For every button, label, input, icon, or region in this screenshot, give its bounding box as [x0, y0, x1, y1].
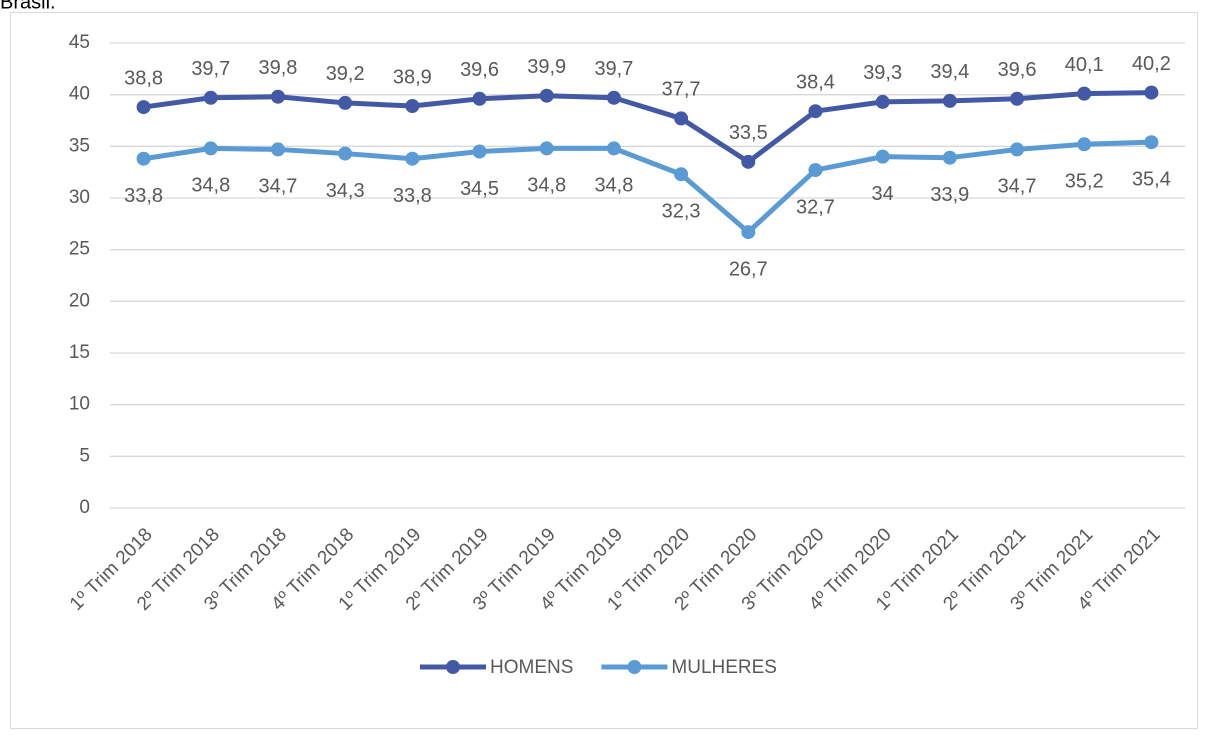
- point: [270, 89, 285, 104]
- data-label: 33,5: [729, 122, 768, 144]
- point: [808, 104, 823, 119]
- data-label: 39,6: [460, 59, 499, 81]
- point: [539, 88, 554, 103]
- point: [338, 146, 353, 161]
- data-label: 38,8: [124, 67, 163, 89]
- data-label: 26,7: [729, 258, 768, 280]
- data-label: 39,2: [326, 63, 365, 85]
- point: [942, 93, 957, 108]
- data-label: 39,7: [191, 58, 230, 80]
- point: [606, 90, 621, 105]
- data-label: 34,3: [326, 180, 365, 202]
- point: [1144, 135, 1159, 150]
- point: [875, 149, 890, 164]
- data-label: 35,2: [1065, 171, 1104, 193]
- point: [1144, 85, 1159, 100]
- point: [741, 225, 756, 240]
- point: [942, 150, 957, 165]
- y-tick-label: 15: [69, 342, 90, 363]
- point: [405, 99, 420, 114]
- point: [338, 95, 353, 110]
- point: [1077, 137, 1092, 152]
- point: [405, 151, 420, 166]
- data-label: 38,4: [796, 71, 835, 93]
- caption: Brasil.: [0, 0, 56, 13]
- data-label: 39,9: [527, 56, 566, 78]
- y-tick-label: 5: [79, 445, 90, 466]
- data-label: 33,8: [393, 185, 432, 207]
- point: [674, 167, 689, 182]
- point: [472, 144, 487, 159]
- data-label: 37,7: [662, 79, 701, 101]
- data-label: 34,8: [191, 175, 230, 197]
- legend-label: HOMENS: [490, 657, 573, 678]
- point: [1010, 142, 1025, 157]
- point: [472, 91, 487, 106]
- y-tick-label: 10: [69, 394, 90, 415]
- point: [203, 141, 218, 156]
- y-tick-label: 25: [69, 239, 90, 260]
- data-label: 39,8: [259, 57, 298, 79]
- y-tick-label: 0: [79, 497, 90, 518]
- data-label: 34,5: [460, 178, 499, 200]
- data-label: 39,6: [998, 59, 1037, 81]
- data-label: 40,2: [1132, 53, 1171, 75]
- data-label: 38,9: [393, 66, 432, 88]
- data-label: 39,3: [863, 62, 902, 84]
- y-tick-label: 20: [69, 290, 90, 311]
- series-line: [143, 90, 1152, 165]
- point: [203, 90, 218, 105]
- data-label: 40,1: [1065, 54, 1104, 76]
- point: [1077, 86, 1092, 101]
- point: [136, 151, 151, 166]
- y-tick-label: 30: [69, 187, 90, 208]
- data-label: 34: [872, 183, 894, 205]
- data-label: 32,3: [662, 201, 701, 223]
- data-label: 39,4: [930, 61, 969, 83]
- legend-marker: [627, 660, 642, 674]
- data-label: 33,9: [930, 184, 969, 206]
- series-line: [143, 139, 1152, 235]
- legend-label: MULHERES: [671, 657, 777, 678]
- data-label: 33,8: [124, 185, 163, 207]
- y-tick-label: 45: [69, 32, 90, 53]
- data-label: 34,8: [594, 175, 633, 197]
- data-label: 34,7: [259, 176, 298, 198]
- point: [270, 142, 285, 157]
- data-label: 32,7: [796, 196, 835, 218]
- data-label: 34,8: [527, 175, 566, 197]
- data-label: 34,7: [998, 176, 1037, 198]
- data-label: 39,7: [594, 58, 633, 80]
- point: [674, 111, 689, 126]
- legend-marker: [446, 660, 460, 674]
- y-tick-label: 40: [69, 84, 90, 105]
- data-label: 35,4: [1132, 168, 1171, 190]
- point: [875, 94, 890, 109]
- point: [136, 100, 151, 115]
- point: [606, 141, 621, 156]
- point: [539, 141, 554, 156]
- chart-frame: [10, 12, 1198, 729]
- point: [1010, 91, 1025, 106]
- point: [808, 163, 823, 178]
- point: [741, 154, 756, 169]
- y-tick-label: 35: [69, 135, 90, 156]
